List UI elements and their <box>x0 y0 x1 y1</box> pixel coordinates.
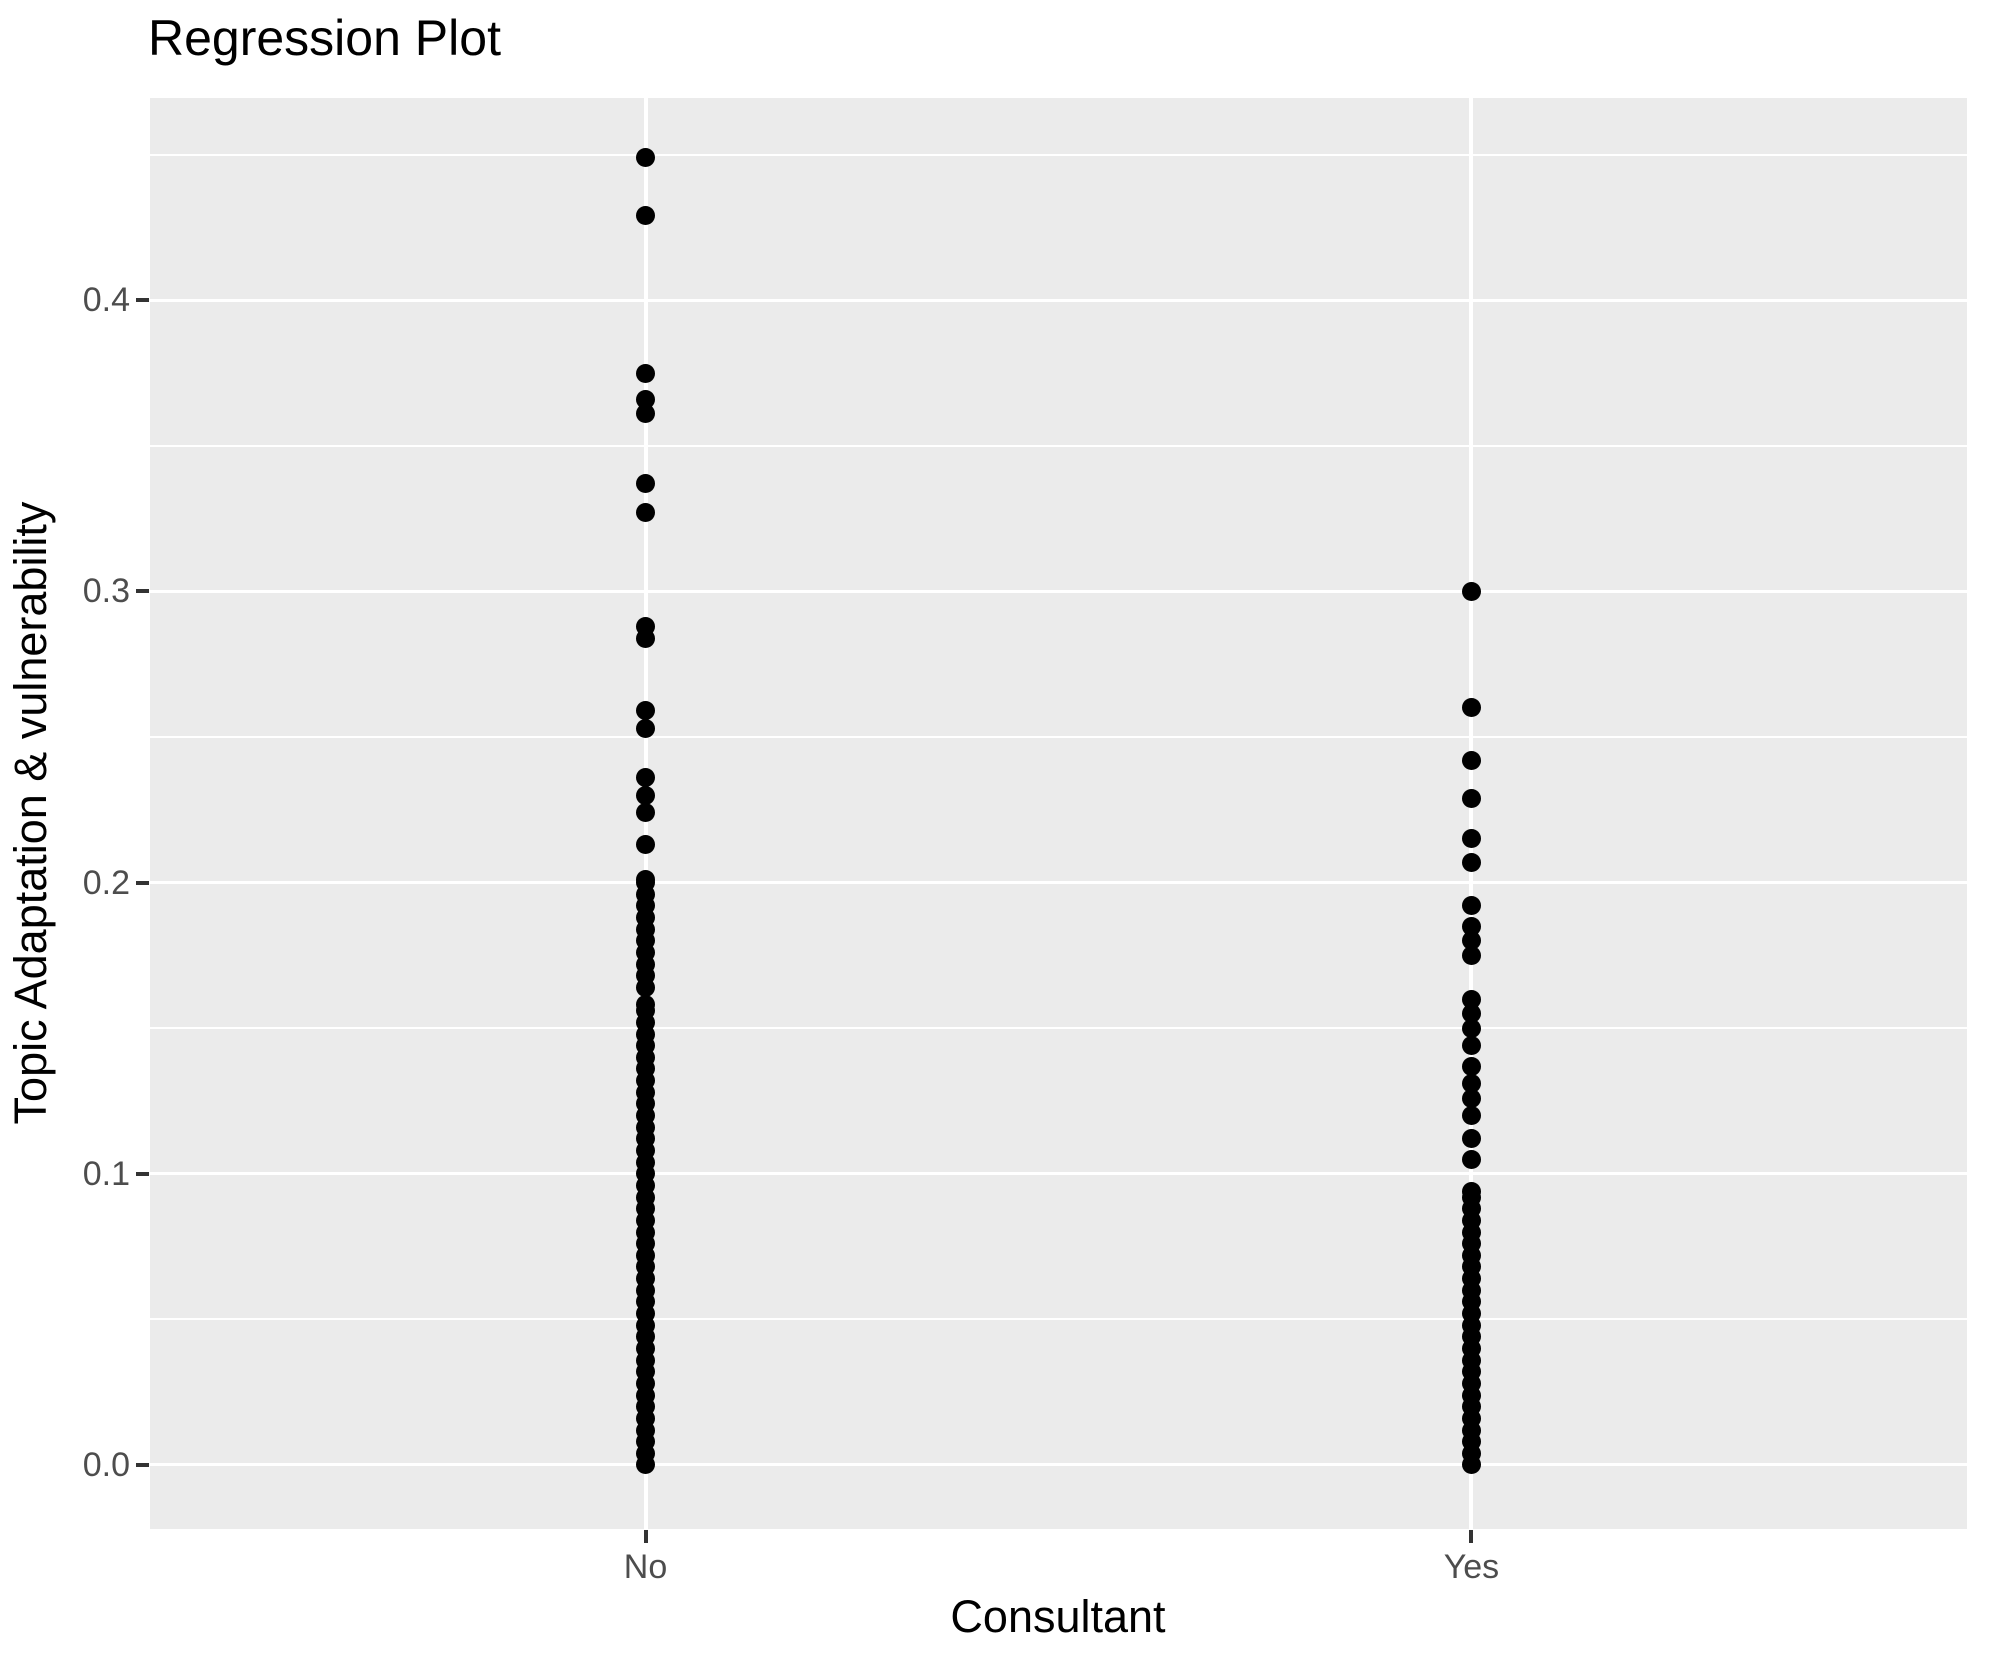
gridline-major <box>150 589 1967 593</box>
y-tick <box>136 1171 149 1176</box>
gridline-major <box>150 1463 1967 1467</box>
data-point <box>1461 1149 1481 1169</box>
data-point <box>1461 698 1481 718</box>
y-tick-label: 0.0 <box>82 1445 130 1484</box>
gridline-minor <box>150 1027 1967 1030</box>
x-tick-label: No <box>623 1548 668 1586</box>
data-point <box>636 474 656 494</box>
gridline-minor <box>150 444 1967 447</box>
data-point <box>1461 581 1481 601</box>
data-point <box>636 206 656 226</box>
data-point <box>636 785 656 805</box>
data-point <box>1461 1181 1481 1201</box>
y-tick-label: 0.2 <box>82 863 130 902</box>
y-tick-label: 0.4 <box>82 281 130 320</box>
data-point <box>1461 931 1481 951</box>
data-point <box>1461 916 1481 936</box>
data-point <box>1461 1129 1481 1149</box>
y-tick <box>136 589 149 594</box>
data-point <box>1461 788 1481 808</box>
x-tick <box>1469 1530 1474 1543</box>
data-point <box>1461 750 1481 770</box>
gridline-category <box>1469 98 1474 1529</box>
data-point <box>1461 1074 1481 1094</box>
data-point <box>1461 989 1481 1009</box>
data-point <box>636 628 656 648</box>
data-point <box>636 701 656 721</box>
data-point <box>1461 852 1481 872</box>
data-point <box>1461 945 1481 965</box>
y-tick <box>136 298 149 303</box>
gridline-minor <box>150 153 1967 156</box>
data-point <box>636 363 656 383</box>
data-point <box>636 389 656 409</box>
data-point <box>636 870 656 890</box>
data-point <box>636 503 656 523</box>
data-point <box>636 768 656 788</box>
data-point <box>636 148 656 168</box>
data-point <box>1461 896 1481 916</box>
gridline-major <box>150 1172 1967 1176</box>
plot-panel <box>150 98 1967 1529</box>
data-point <box>636 995 656 1015</box>
x-tick <box>643 1530 648 1543</box>
gridline-major <box>150 298 1967 302</box>
y-tick-label: 0.1 <box>82 1154 130 1193</box>
data-point <box>636 803 656 823</box>
data-point <box>636 718 656 738</box>
data-point <box>1461 1004 1481 1024</box>
y-tick-label: 0.3 <box>82 572 130 611</box>
data-point <box>1461 1036 1481 1056</box>
data-point <box>1461 1018 1481 1038</box>
y-tick <box>136 880 149 885</box>
data-point <box>1461 1088 1481 1108</box>
gridline-minor <box>150 1318 1967 1321</box>
data-point <box>1461 829 1481 849</box>
data-point <box>1461 1106 1481 1126</box>
data-point <box>1461 1056 1481 1076</box>
gridline-minor <box>150 736 1967 739</box>
x-axis-title: Consultant <box>950 1591 1166 1642</box>
y-tick <box>136 1462 149 1467</box>
x-tick-label: Yes <box>1443 1548 1500 1586</box>
data-point <box>636 404 656 424</box>
data-point <box>636 835 656 855</box>
plot-title: Regression Plot <box>148 10 501 66</box>
gridline-major <box>150 881 1967 885</box>
